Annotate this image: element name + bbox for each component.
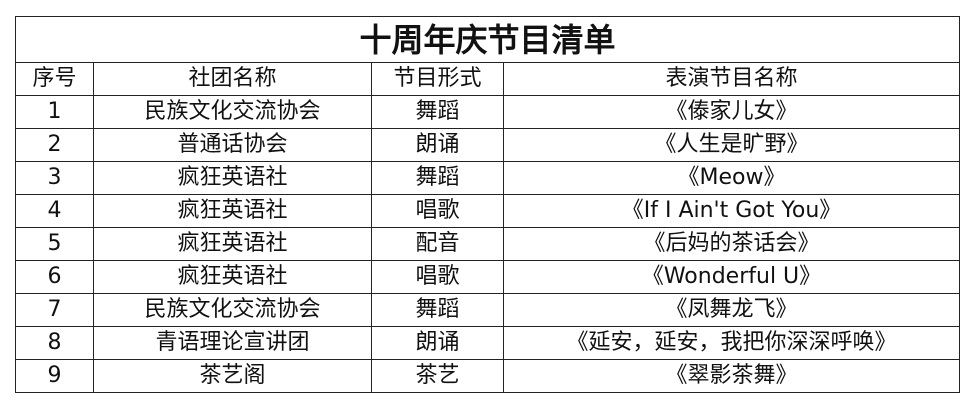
table-row: 9 茶艺阁 茶艺 《翠影茶舞》: [15, 359, 960, 393]
cell-form: 舞蹈: [371, 293, 504, 327]
cell-club: 普通话协会: [93, 128, 372, 162]
table-title: 十周年庆节目清单: [15, 16, 960, 63]
cell-form: 唱歌: [371, 194, 504, 228]
cell-club: 疯狂英语社: [93, 227, 372, 261]
cell-form: 配音: [371, 227, 504, 261]
cell-form: 唱歌: [371, 260, 504, 294]
table-row: 8 青语理论宣讲团 朗诵 《延安，延安，我把你深深呼唤》: [15, 326, 960, 360]
cell-program: 《傣家儿女》: [503, 95, 960, 129]
table-row: 2 普通话协会 朗诵 《人生是旷野》: [15, 128, 960, 162]
cell-index: 8: [15, 326, 94, 360]
cell-program: 《If I Ain't Got You》: [503, 194, 960, 228]
cell-form: 舞蹈: [371, 161, 504, 195]
cell-program: 《延安，延安，我把你深深呼唤》: [503, 326, 960, 360]
table-row: 5 疯狂英语社 配音 《后妈的茶话会》: [15, 227, 960, 261]
header-form: 节目形式: [371, 62, 504, 96]
cell-club: 青语理论宣讲团: [93, 326, 372, 360]
header-row: 序号 社团名称 节目形式 表演节目名称: [15, 62, 960, 96]
cell-program: 《凤舞龙飞》: [503, 293, 960, 327]
table-row: 7 民族文化交流协会 舞蹈 《凤舞龙飞》: [15, 293, 960, 327]
cell-index: 3: [15, 161, 94, 195]
cell-index: 6: [15, 260, 94, 294]
cell-program: 《人生是旷野》: [503, 128, 960, 162]
cell-club: 民族文化交流协会: [93, 95, 372, 129]
cell-club: 疯狂英语社: [93, 194, 372, 228]
cell-form: 茶艺: [371, 359, 504, 393]
cell-index: 7: [15, 293, 94, 327]
cell-index: 1: [15, 95, 94, 129]
cell-form: 舞蹈: [371, 95, 504, 129]
cell-index: 9: [15, 359, 94, 393]
program-list-table: 十周年庆节目清单 序号 社团名称 节目形式 表演节目名称 1 民族文化交流协会 舞蹈…: [15, 16, 960, 393]
cell-form: 朗诵: [371, 326, 504, 360]
title-row: 十周年庆节目清单: [15, 16, 960, 63]
cell-club: 民族文化交流协会: [93, 293, 372, 327]
header-index: 序号: [15, 62, 94, 96]
cell-index: 5: [15, 227, 94, 261]
table-row: 6 疯狂英语社 唱歌 《Wonderful U》: [15, 260, 960, 294]
cell-club: 疯狂英语社: [93, 161, 372, 195]
cell-program: 《Meow》: [503, 161, 960, 195]
header-club: 社团名称: [93, 62, 372, 96]
cell-index: 2: [15, 128, 94, 162]
table-row: 3 疯狂英语社 舞蹈 《Meow》: [15, 161, 960, 195]
cell-index: 4: [15, 194, 94, 228]
cell-club: 疯狂英语社: [93, 260, 372, 294]
cell-club: 茶艺阁: [93, 359, 372, 393]
cell-program: 《翠影茶舞》: [503, 359, 960, 393]
cell-program: 《Wonderful U》: [503, 260, 960, 294]
header-program: 表演节目名称: [503, 62, 960, 96]
cell-program: 《后妈的茶话会》: [503, 227, 960, 261]
table-row: 4 疯狂英语社 唱歌 《If I Ain't Got You》: [15, 194, 960, 228]
table-row: 1 民族文化交流协会 舞蹈 《傣家儿女》: [15, 95, 960, 129]
cell-form: 朗诵: [371, 128, 504, 162]
